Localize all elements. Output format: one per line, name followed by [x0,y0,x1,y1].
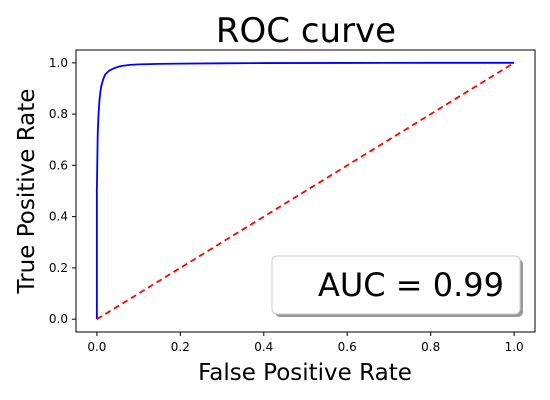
x-tick-label: 0.4 [254,340,273,354]
legend-box [271,255,521,315]
x-tick-label: 1.0 [505,340,524,354]
y-tick-label: 0.6 [49,158,68,172]
x-axis-label: False Positive Rate [198,360,412,386]
x-tick-label: 0.0 [87,340,106,354]
chart-title: ROC curve [216,11,396,51]
y-tick-label: 0.4 [49,210,68,224]
series-layer [95,61,515,320]
plot-frame [75,49,536,333]
legend-auc-text: AUC = 0.99 [318,266,504,304]
x-tick-label: 0.8 [421,340,440,354]
y-tick-label: 1.0 [49,56,68,70]
x-axis-ticks: 0.0 0.2 0.4 0.6 0.8 1.0 [87,332,524,354]
y-axis-label: True Positive Rate [14,89,40,295]
y-tick-label: 0.2 [49,261,68,275]
roc-curve-line [95,61,515,320]
y-axis-ticks: 0.0 0.2 0.4 0.6 0.8 1.0 [49,56,76,326]
reference-diagonal-line [96,62,515,320]
y-tick-label: 0.0 [49,312,68,326]
y-tick-label: 0.8 [49,107,68,121]
legend: AUC = 0.99 [271,255,523,317]
x-tick-label: 0.6 [338,340,357,354]
x-tick-label: 0.2 [171,340,190,354]
